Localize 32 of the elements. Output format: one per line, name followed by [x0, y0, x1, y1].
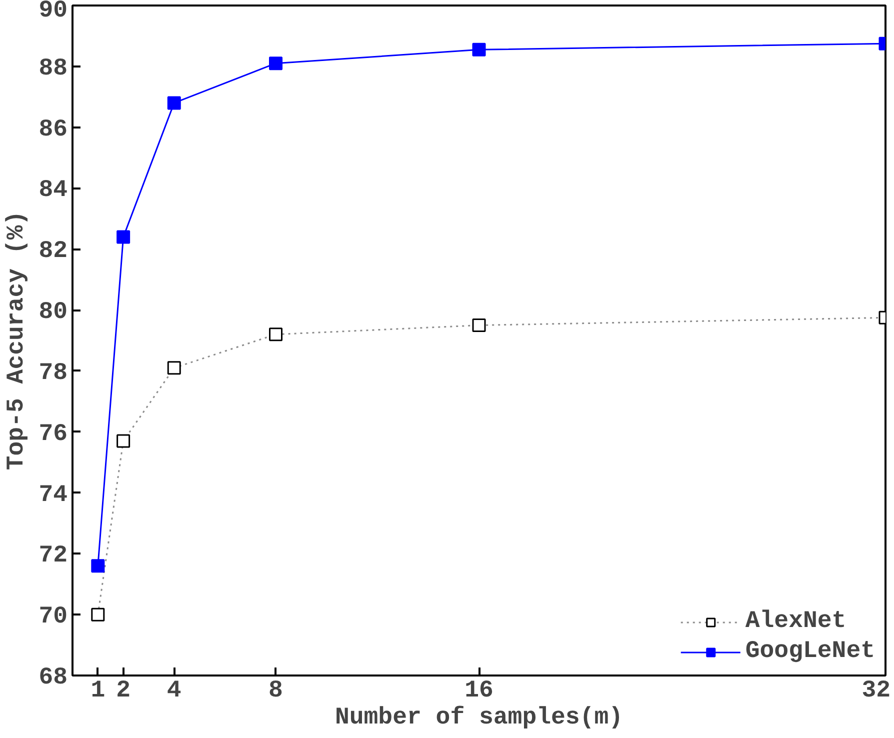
y-tick-label: 82 [38, 238, 68, 266]
point [269, 328, 282, 342]
point [91, 559, 105, 573]
point [167, 96, 181, 110]
x-tick-label: 16 [464, 678, 494, 704]
y-tick-label: 90 [38, 0, 68, 24]
x-tick-label: 32 [862, 678, 891, 704]
x-axis-title: Number of samples(m) [334, 704, 624, 732]
y-tick-label: 70 [38, 604, 68, 631]
legend-label: AlexNet [745, 608, 846, 635]
point [91, 608, 105, 622]
y-tick-label: 76 [38, 420, 68, 448]
y-tick-label: 80 [38, 299, 68, 326]
point [269, 56, 282, 70]
y-tick-label: 88 [38, 55, 68, 82]
y-tick-label: 86 [38, 116, 68, 144]
legend-label: GoogLeNet [745, 638, 875, 665]
y-tick-label: 74 [38, 482, 68, 509]
x-tick-label: 8 [268, 678, 283, 704]
point [116, 230, 130, 244]
y-axis-title: Top-5 Accuracy (%) [4, 210, 31, 470]
point [167, 361, 181, 375]
x-tick-label: 1 [90, 678, 106, 704]
point [116, 434, 130, 448]
point [472, 318, 486, 332]
y-tick-label: 72 [38, 542, 68, 570]
y-tick-label: 68 [38, 664, 68, 692]
y-tick-label: 84 [38, 177, 68, 204]
x-tick-label: 2 [116, 678, 131, 704]
point [472, 42, 486, 56]
y-tick-label: 78 [38, 360, 68, 387]
x-tick-label: 4 [166, 678, 182, 704]
